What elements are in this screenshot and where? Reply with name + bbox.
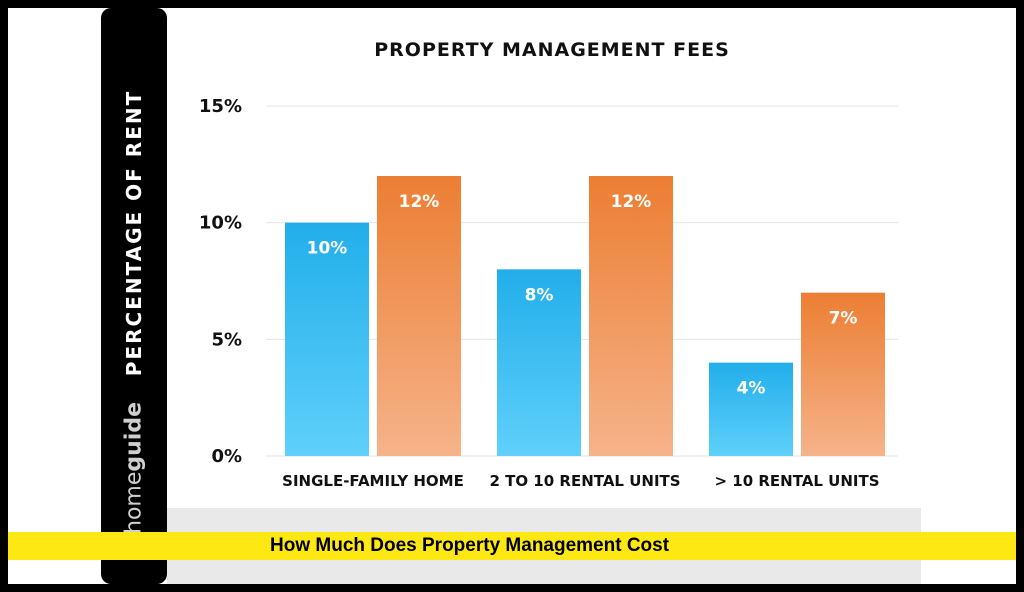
data-label: 4% bbox=[737, 379, 766, 399]
data-label: 10% bbox=[307, 239, 348, 259]
sidebar bbox=[101, 8, 167, 584]
y-tick-label: 5% bbox=[211, 329, 242, 350]
y-tick-label: 10% bbox=[199, 213, 242, 234]
bar bbox=[589, 176, 673, 456]
bar bbox=[377, 176, 461, 456]
bars bbox=[285, 176, 885, 456]
y-tick-label: 0% bbox=[211, 446, 242, 467]
data-label: 12% bbox=[399, 192, 440, 212]
bar bbox=[285, 222, 369, 456]
x-category-label: SINGLE-FAMILY HOME bbox=[282, 472, 464, 490]
data-label: 12% bbox=[611, 192, 652, 212]
frame: PERCENTAGE OF RENT homeguide PROPERTY MA… bbox=[8, 8, 1016, 584]
data-label: 8% bbox=[525, 285, 554, 305]
bar bbox=[709, 362, 793, 456]
x-category-label: > 10 RENTAL UNITS bbox=[714, 472, 879, 490]
y-tick-label: 15% bbox=[199, 96, 242, 117]
bar bbox=[497, 269, 581, 456]
x-category-label: 2 TO 10 RENTAL UNITS bbox=[489, 472, 680, 490]
bar-chart: PROPERTY MANAGEMENT FEES 0% 5% 10% 15% 10% 12… bbox=[199, 39, 898, 490]
chart-title: PROPERTY MANAGEMENT FEES bbox=[374, 39, 730, 61]
data-label: 7% bbox=[829, 309, 858, 329]
right-band bbox=[921, 8, 1016, 584]
banner-text: How Much Does Property Management Cost bbox=[270, 535, 670, 556]
labels: 0% 5% 10% 15% 10% 12% SINGLE-FAMILY HOME 8% 12% 2… bbox=[199, 96, 880, 490]
bar bbox=[801, 292, 885, 456]
bottom-banner: How Much Does Property Management Cost bbox=[8, 532, 1016, 560]
